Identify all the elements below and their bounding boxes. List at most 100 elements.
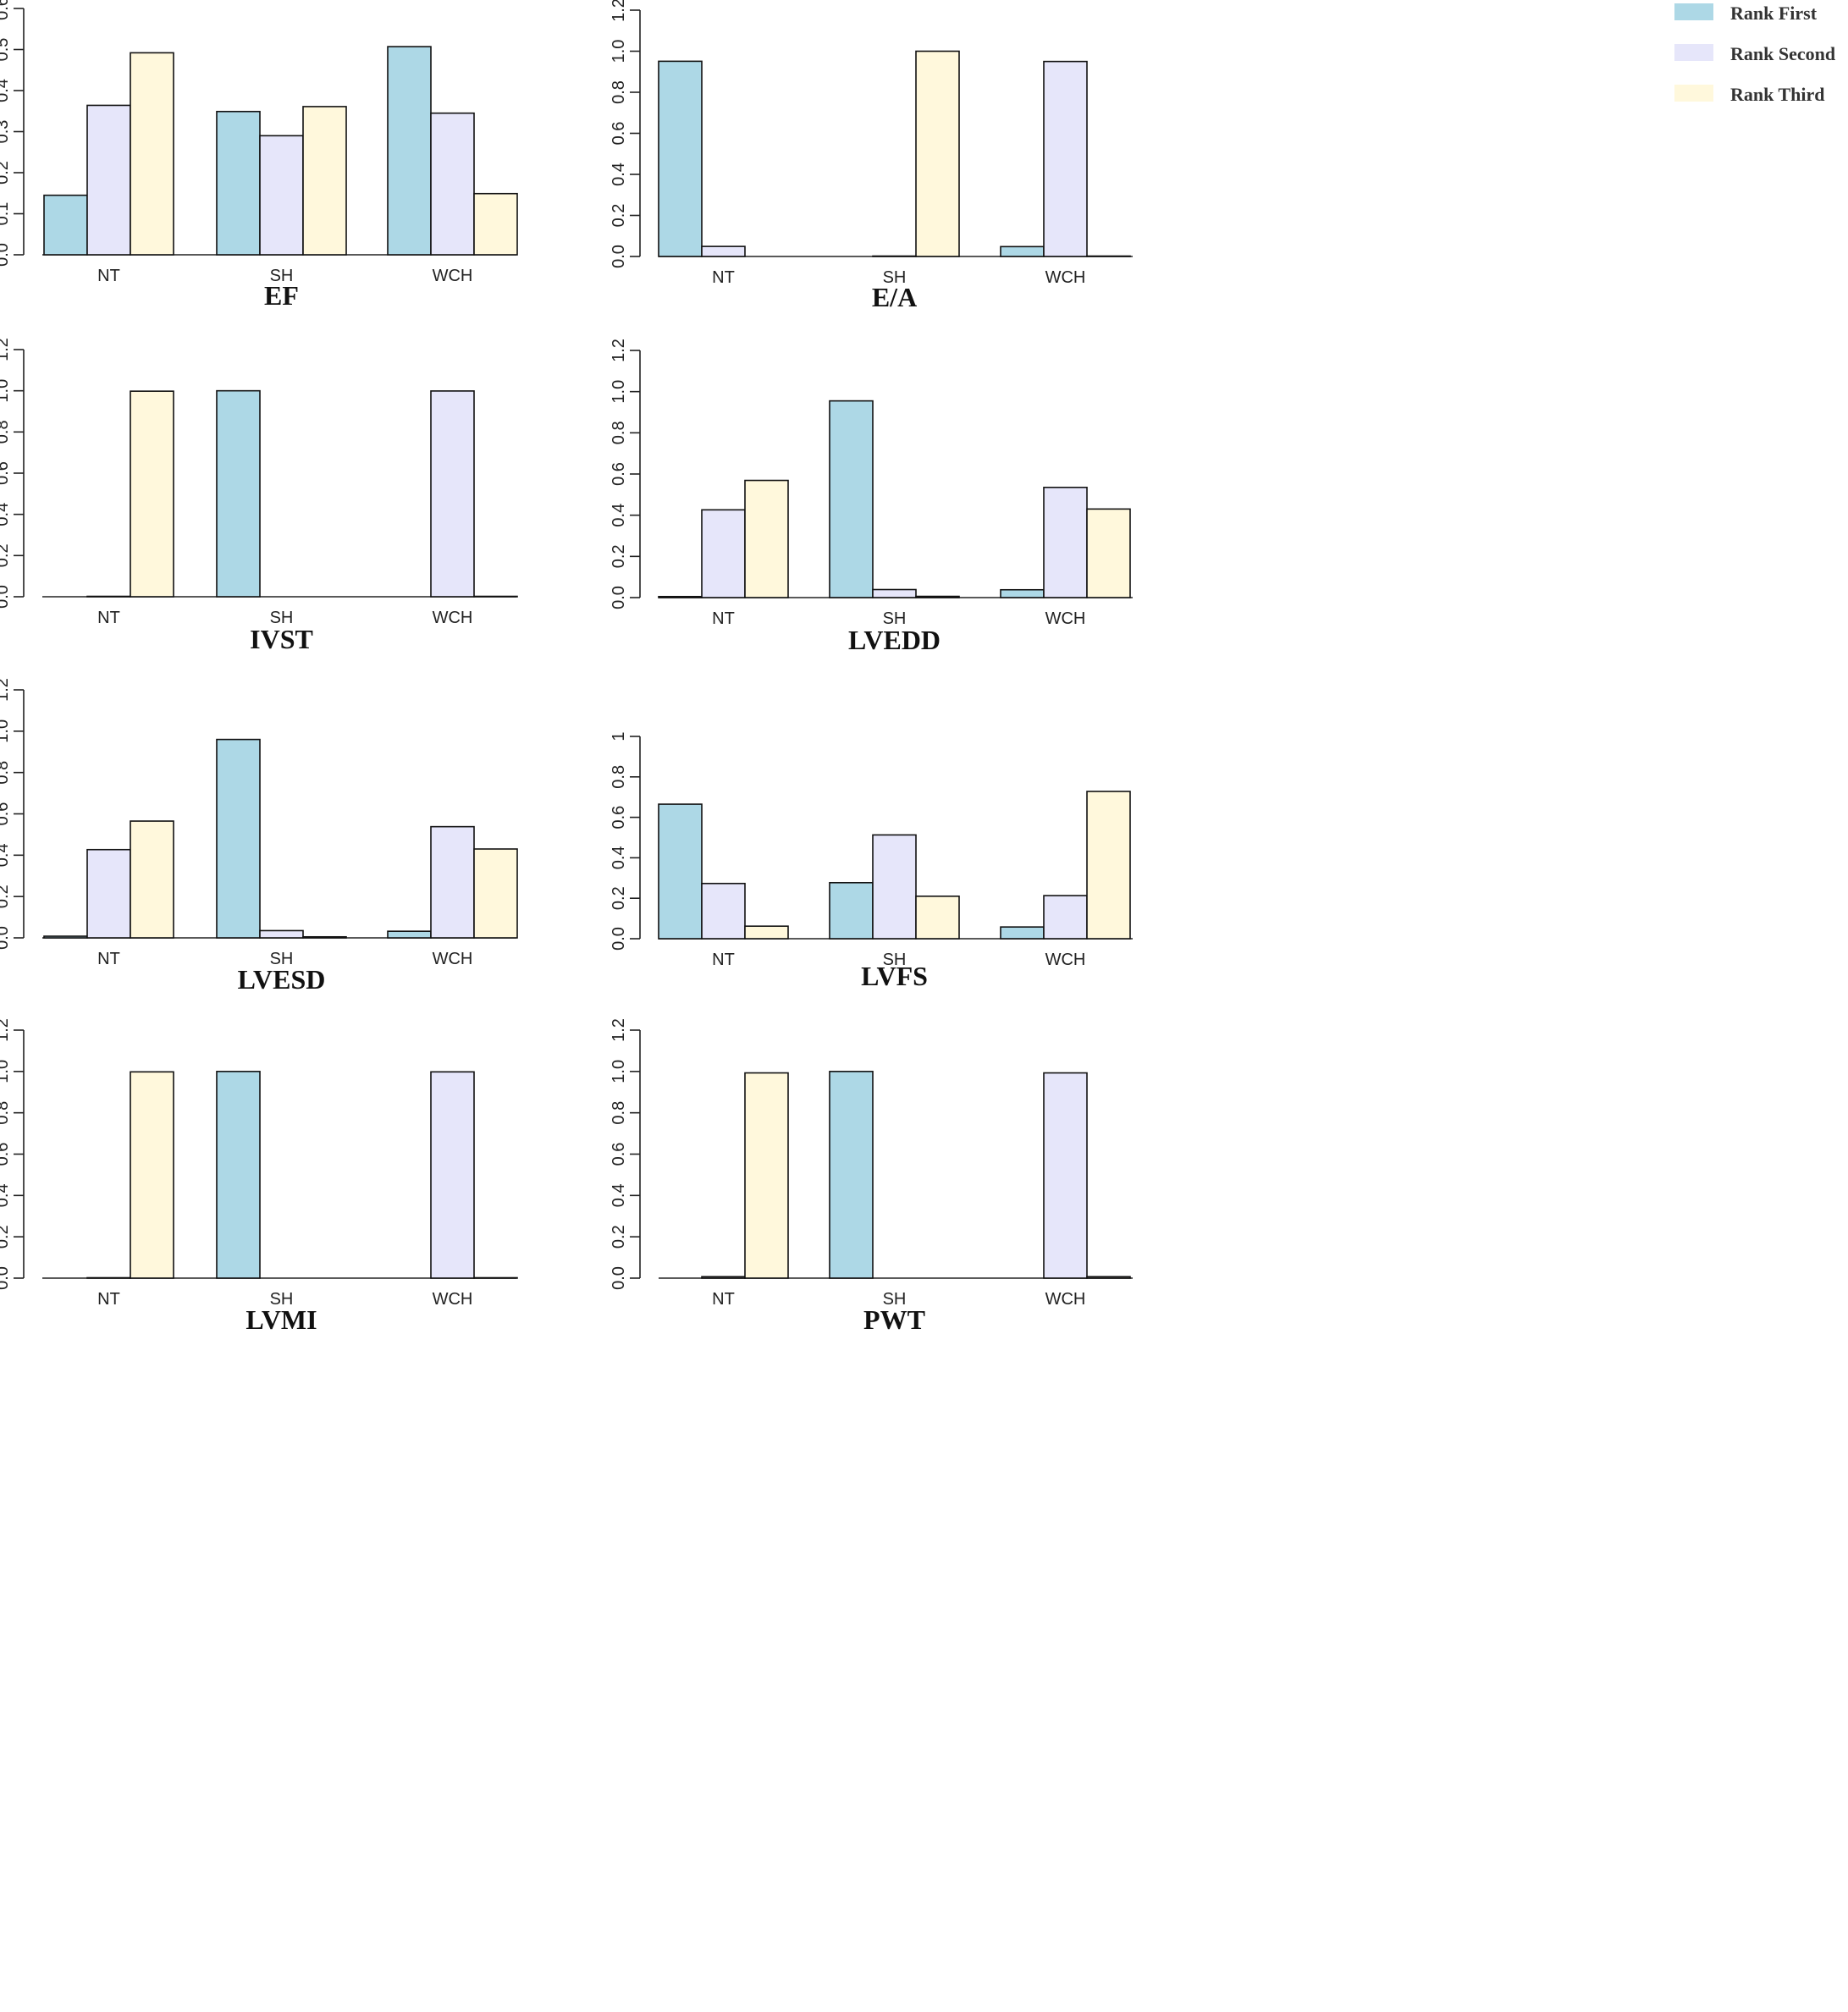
panel-title-pwt: PWT [863,1304,925,1335]
y-tick-label: 1.0 [0,719,12,743]
legend-swatch [1674,44,1713,61]
y-tick-label: 1.2 [610,339,628,362]
panel-title-ef: EF [264,280,299,311]
y-tick-label: 0.0 [0,926,12,950]
category-label-sh: SH [270,950,294,968]
y-tick-label: 0.2 [610,1225,628,1249]
bar-ivst-wch-rank-second [430,390,475,598]
chart-panel-lvedd: 0.0 0.2 0.4 0.6 0.8 1.0 1.2 NT SH WCH LVEDD [610,339,1133,655]
bar-pwt-sh-rank-first [829,1071,874,1279]
legend-label: Rank First [1730,3,1818,24]
y-tick-label: 1.0 [0,1060,12,1083]
legend-item-rank-first: Rank First [1674,3,1818,24]
panel-title-lvfs: LVFS [861,961,928,991]
y-tick-label: 0.4 [610,846,628,869]
category-label-wch: WCH [433,1290,473,1309]
category-label-nt: NT [97,609,120,627]
y-tick-label: 0.2 [0,1225,12,1249]
y-tick-label: 0.3 [0,120,12,144]
bar-lvmi-nt-rank-third [130,1071,174,1279]
bar-lvedd-sh-rank-second [872,588,917,598]
panel-title-e-a: E/A [872,282,917,312]
y-tick-label: 0.8 [610,80,628,104]
bar-lvfs-wch-rank-third [1086,791,1131,940]
y-tick-label: 1.2 [0,338,12,361]
bar-lvesd-nt-rank-first [43,935,88,939]
chart-panel-e-a: 0.0 0.2 0.4 0.6 0.8 1.0 1.2 NT SH WCH E/A [610,0,1133,312]
bar-e-a-wch-rank-first [1000,245,1045,257]
bar-ef-wch-rank-third [473,192,518,256]
category-label-wch: WCH [1045,1290,1086,1309]
y-tick-label: 0.1 [0,202,12,226]
bar-ef-nt-rank-third [130,52,174,256]
y-tick-label: 0.2 [610,544,628,568]
y-tick-label: 0.2 [0,543,12,567]
bar-ef-nt-rank-second [86,104,131,256]
bar-lvfs-nt-rank-third [744,925,789,940]
bar-ef-sh-rank-first [216,110,261,256]
y-tick-label: 0.8 [0,420,12,444]
chart-panels: 0.00.10.20.30.40.50.6NTSHWCHEF0.00.20.40… [0,0,1133,1335]
chart-panel-lvesd: 0.0 0.2 0.4 0.6 0.8 1.0 1.2 NT SH WCH LVESD [0,678,518,995]
bar-lvmi-sh-rank-first [216,1071,261,1279]
y-tick-label: 1.2 [0,1018,12,1042]
bar-lvfs-sh-rank-first [829,881,874,940]
bar-lvedd-sh-rank-third [915,595,960,598]
bar-pwt-nt-rank-second [701,1276,746,1279]
bar-lvfs-nt-rank-first [658,803,703,940]
y-tick-label: 0.6 [610,122,628,146]
panel-title-lvesd: LVESD [238,964,326,995]
y-tick-label: 0.4 [610,504,628,527]
bar-lvesd-wch-rank-second [430,825,475,939]
y-tick-label: 0.8 [610,765,628,789]
legend-swatch [1674,3,1713,20]
category-label-wch: WCH [433,609,473,627]
bar-ivst-sh-rank-first [216,389,261,598]
category-label-sh: SH [270,1290,294,1309]
chart-panel-ivst: 0.0 0.2 0.4 0.6 0.8 1.0 1.2 NT SH WCH IVST [0,338,518,654]
bar-pwt-wch-rank-third [1086,1276,1131,1279]
bar-lvesd-wch-rank-first [387,930,432,939]
y-tick-label: 0.8 [0,1101,12,1125]
category-label-wch: WCH [1045,951,1086,969]
bar-lvedd-nt-rank-first [658,595,703,598]
category-label-wch: WCH [1045,609,1086,628]
y-tick-label: 0.0 [610,1266,628,1290]
bar-ef-wch-rank-second [430,112,475,256]
bar-lvedd-nt-rank-second [701,509,746,598]
category-label-sh: SH [883,1290,907,1309]
legend-label: Rank Third [1730,84,1824,105]
y-tick-label: 0.8 [0,761,12,785]
bar-lvfs-wch-rank-first [1000,926,1045,940]
y-tick-label: 0.6 [610,1143,628,1166]
legend-swatch [1674,85,1713,102]
y-tick-label: 0.0 [0,1266,12,1290]
bar-lvedd-wch-rank-third [1086,508,1131,598]
y-tick-label: 0.0 [0,585,12,609]
y-tick-label: 0.4 [0,503,12,526]
y-tick-label: 0.6 [0,0,12,20]
y-tick-label: 1.2 [610,1018,628,1042]
y-tick-label: 0.0 [610,586,628,609]
panel-title-lvmi: LVMI [245,1304,317,1335]
bar-ivst-nt-rank-third [130,390,174,598]
category-label-nt: NT [712,609,735,628]
bar-e-a-sh-rank-third [915,50,960,257]
y-tick-label: 1.0 [610,40,628,63]
category-label-nt: NT [712,951,735,969]
category-label-nt: NT [97,267,120,285]
y-tick-label: 1.0 [610,380,628,404]
y-tick-label: 0.2 [0,161,12,185]
y-tick-label: 0.4 [610,1183,628,1207]
bar-lvfs-sh-rank-third [915,896,960,940]
category-label-wch: WCH [1045,268,1086,287]
legend-item-rank-second: Rank Second [1674,43,1835,64]
bar-lvfs-sh-rank-second [872,834,917,940]
category-label-sh: SH [270,267,294,285]
legend-label: Rank Second [1730,43,1835,64]
y-tick-label: 0.6 [610,462,628,486]
category-label-sh: SH [270,609,294,627]
y-tick-label: 0.4 [610,163,628,186]
y-tick-label: 0.8 [610,1101,628,1125]
